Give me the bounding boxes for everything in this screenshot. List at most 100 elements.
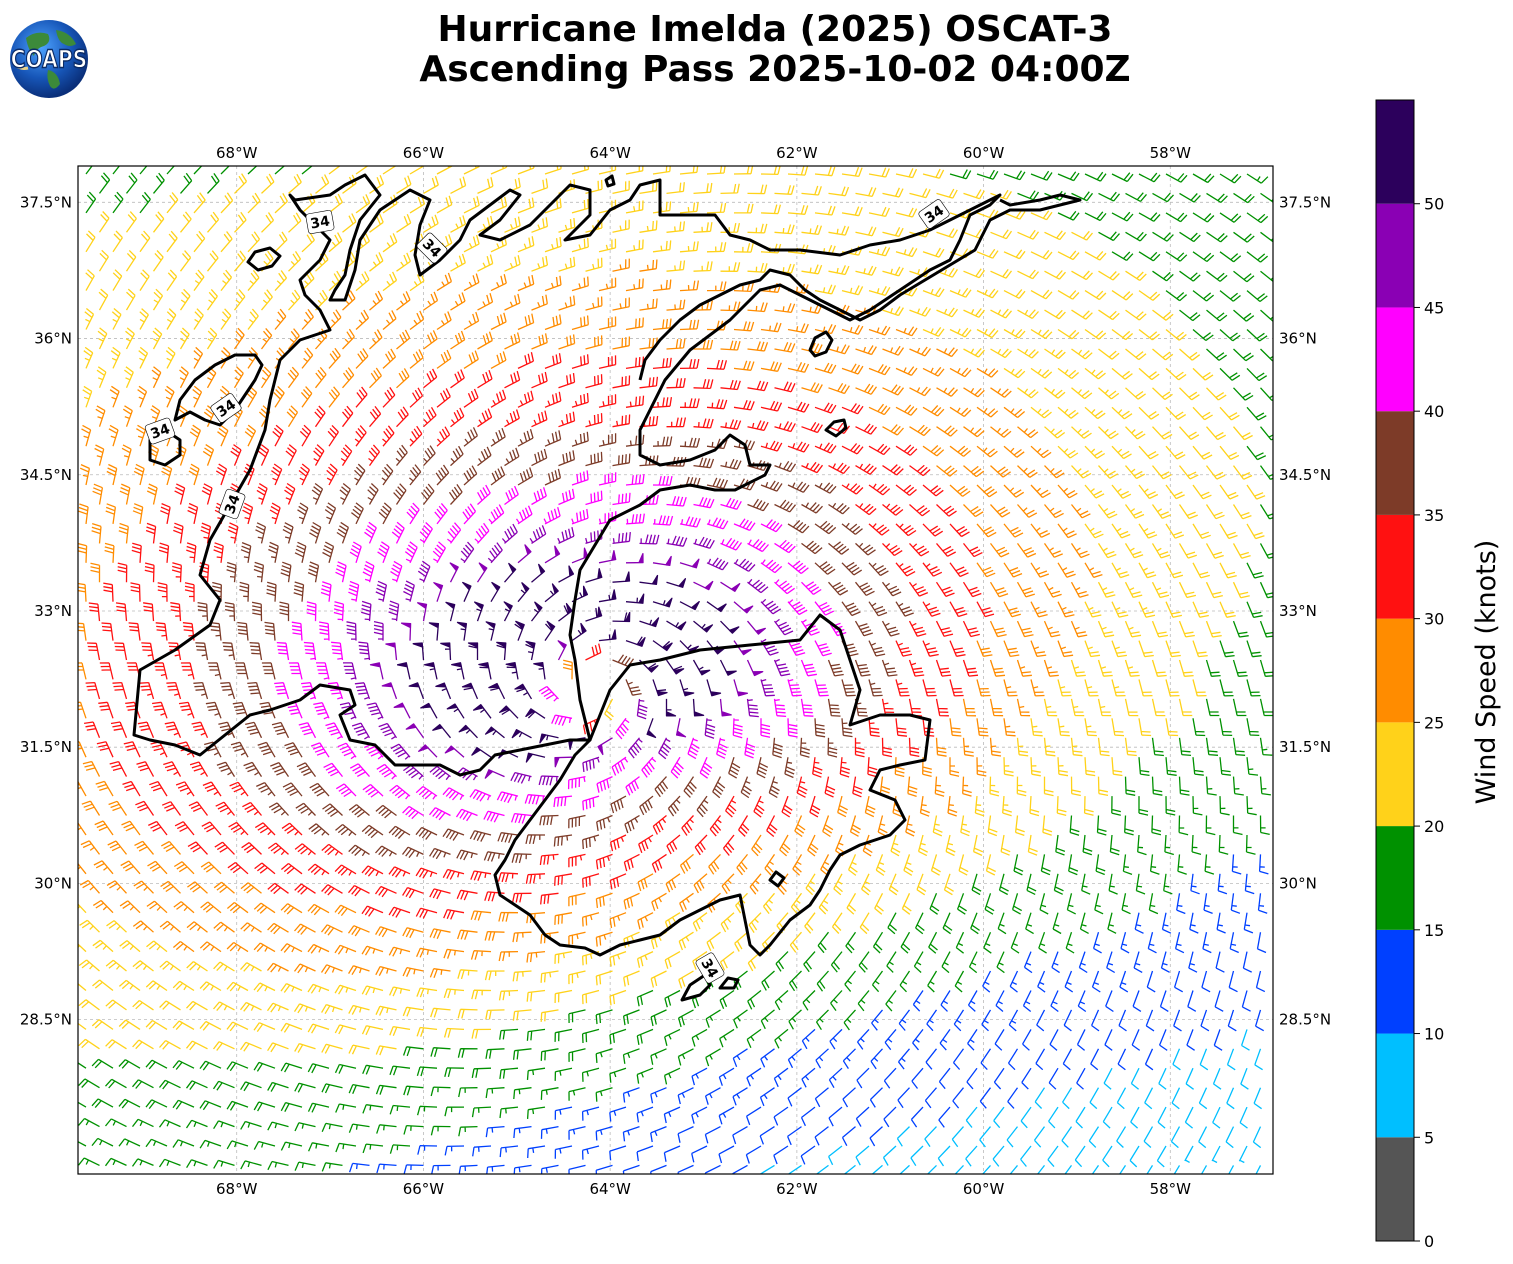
- wind-barb: [296, 762, 317, 777]
- wind-barb: [895, 366, 918, 376]
- wind-barb: [342, 213, 357, 233]
- wind-barb: [267, 882, 289, 895]
- wind-barb: [868, 325, 891, 336]
- wind-barb: [1138, 445, 1159, 460]
- wind-barb: [471, 1028, 492, 1039]
- wind-barb: [450, 176, 467, 194]
- 34-knot-contour-line: [132, 173, 1002, 777]
- wind-barb: [1097, 543, 1117, 559]
- wind-barb: [200, 901, 222, 914]
- wind-barb: [760, 519, 783, 533]
- wind-barb: [1044, 387, 1066, 399]
- wind-barb: [348, 844, 370, 857]
- wind-barb: [1165, 640, 1181, 658]
- wind-barb: [796, 776, 808, 798]
- wind-barb: [1165, 679, 1180, 697]
- wind-barb: [245, 385, 258, 408]
- wind-barb: [1070, 659, 1086, 677]
- wind-barb: [490, 351, 507, 369]
- wind-barb: [1124, 620, 1142, 638]
- wind-barb: [540, 892, 559, 905]
- wind-barb: [396, 368, 410, 389]
- wind-barb: [420, 483, 435, 505]
- wind-barb: [160, 503, 171, 525]
- wind-barb: [872, 931, 884, 954]
- wind-barb: [80, 840, 101, 855]
- contour-label-box: [218, 488, 246, 520]
- wind-barb: [1144, 1087, 1154, 1110]
- wind-barb: [760, 598, 782, 615]
- wind-barb: [732, 718, 743, 739]
- wind-barb: [294, 541, 307, 563]
- wind-barb: [471, 989, 492, 1000]
- wind-barb: [471, 746, 492, 758]
- wind-barb: [268, 541, 279, 563]
- wind-barb: [247, 269, 260, 292]
- wind-barb: [78, 701, 87, 719]
- wind-barb: [1165, 328, 1187, 341]
- wind-barb: [499, 1028, 519, 1040]
- wind-barb: [131, 1118, 154, 1128]
- wind-barb: [1260, 387, 1273, 401]
- wind-barb: [139, 166, 148, 175]
- wind-barb: [1246, 679, 1261, 697]
- wind-barb: [287, 328, 300, 350]
- wind-barb: [841, 522, 863, 535]
- wind-barb: [801, 502, 823, 514]
- wind-barb: [971, 873, 982, 896]
- wind-barb: [1111, 679, 1126, 697]
- wind-barb: [1129, 1145, 1140, 1168]
- wind-barb: [974, 796, 985, 817]
- wind-barb: [1023, 951, 1033, 974]
- wind-barb: [1206, 192, 1228, 203]
- wind-barb: [1016, 581, 1035, 598]
- wind-barb: [517, 352, 535, 369]
- lat-tick-label-left: 28.5°N: [20, 1011, 72, 1029]
- wind-barb: [173, 861, 195, 875]
- wind-barb: [612, 654, 635, 668]
- wind-barb: [420, 702, 438, 719]
- wind-barb: [1188, 951, 1198, 973]
- wind-barb: [612, 219, 630, 233]
- wind-barb: [280, 903, 303, 915]
- wind-barb: [409, 272, 425, 292]
- wind-barb: [1143, 1126, 1154, 1148]
- wind-barb: [704, 1087, 721, 1105]
- wind-barb: [740, 776, 752, 799]
- wind-barb: [558, 295, 576, 311]
- wind-barb: [1070, 504, 1091, 519]
- wind-barb: [485, 1125, 505, 1138]
- wind-barb: [1017, 504, 1038, 518]
- wind-barb: [525, 752, 546, 763]
- wind-barb: [423, 291, 439, 311]
- wind-barb: [215, 801, 236, 816]
- wind-barb: [1111, 757, 1123, 777]
- wind-barb: [922, 523, 944, 537]
- wind-barb: [912, 1029, 924, 1051]
- wind-barb: [760, 638, 779, 656]
- wind-barb: [1069, 815, 1080, 836]
- wind-barb: [1043, 620, 1061, 638]
- wind-barb: [1084, 250, 1107, 261]
- wind-barb: [562, 659, 573, 680]
- wind-barb: [787, 401, 810, 413]
- wind-barb: [945, 834, 956, 857]
- wind-barb: [376, 763, 397, 780]
- wind-barb: [787, 481, 810, 493]
- wind-barb: [267, 842, 289, 856]
- wind-barb: [666, 377, 686, 389]
- wind-barb: [104, 1157, 127, 1167]
- wind-barb: [1151, 465, 1172, 480]
- wind-barb: [436, 349, 452, 369]
- wind-barb: [1178, 698, 1193, 717]
- wind-barb: [976, 757, 987, 777]
- wind-barb: [652, 814, 667, 835]
- wind-barb: [949, 445, 972, 457]
- wind-barb: [1044, 504, 1064, 519]
- wind-barb: [909, 306, 932, 317]
- wind-barb: [922, 718, 935, 737]
- wind-barb: [490, 389, 507, 408]
- wind-barb: [82, 385, 93, 408]
- wind-barb: [179, 366, 189, 389]
